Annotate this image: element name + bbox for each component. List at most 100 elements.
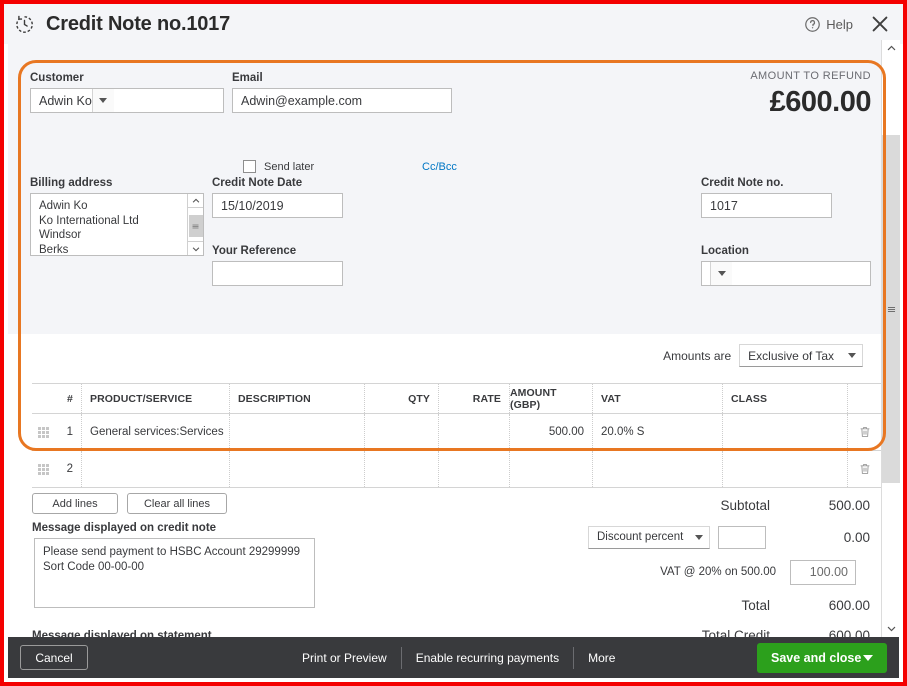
row-amount[interactable] [510, 451, 593, 487]
column-header-num: # [54, 384, 82, 413]
trash-icon[interactable] [848, 462, 882, 476]
discount-type-value: Discount percent [597, 531, 684, 543]
drag-handle-icon[interactable] [32, 426, 54, 438]
row-description[interactable] [230, 451, 365, 487]
chevron-down-icon[interactable] [91, 89, 114, 112]
billing-address-label: Billing address [30, 177, 113, 189]
total-row: Total 600.00 [564, 590, 876, 620]
scroll-down-button[interactable] [882, 620, 900, 637]
scroll-up-button[interactable] [882, 40, 900, 57]
column-header-amount: AMOUNT (GBP) [510, 384, 593, 413]
table-row[interactable]: 1 General services:Services 500.00 20.0%… [32, 414, 882, 451]
customer-input[interactable]: Adwin Ko [30, 88, 224, 113]
scrollbar-track[interactable] [882, 57, 900, 620]
email-input[interactable]: Adwin@example.com [232, 88, 452, 113]
row-amount[interactable]: 500.00 [510, 414, 593, 450]
line-items-table: # PRODUCT/SERVICE DESCRIPTION QTY RATE A… [32, 383, 882, 488]
line-actions: Add lines Clear all lines [32, 493, 227, 514]
scrollbar-thumb[interactable] [882, 135, 900, 483]
billing-address-scrollbar[interactable] [187, 194, 203, 255]
chevron-up-icon[interactable] [187, 194, 203, 208]
row-qty[interactable] [365, 414, 439, 450]
credit-note-date-input[interactable]: 15/10/2019 [212, 193, 343, 218]
billing-address-group: Billing address Adwin Ko Ko Internationa… [30, 177, 204, 256]
chevron-down-icon[interactable] [710, 262, 732, 285]
row-qty[interactable] [365, 451, 439, 487]
column-header-description: DESCRIPTION [230, 384, 365, 413]
footer-divider [573, 646, 575, 669]
add-lines-button[interactable]: Add lines [32, 493, 118, 514]
discount-value: 0.00 [843, 529, 870, 545]
credit-note-date-group: Credit Note Date 15/10/2019 [212, 177, 343, 218]
amounts-are-value: Exclusive of Tax [748, 348, 834, 363]
vat-row: VAT @ 20% on 500.00 100.00 [564, 554, 876, 590]
row-rate[interactable] [439, 414, 510, 450]
discount-input[interactable] [718, 525, 766, 549]
amounts-are-select[interactable]: Exclusive of Tax [739, 344, 863, 367]
customer-field-group: Customer Adwin Ko [30, 72, 224, 113]
total-value: 600.00 [828, 597, 870, 613]
question-circle-icon[interactable] [804, 16, 821, 33]
vat-label: VAT @ 20% on 500.00 [660, 566, 776, 578]
save-and-close-button[interactable]: Save and close [757, 642, 887, 673]
row-description[interactable] [230, 414, 365, 450]
credit-note-no-input[interactable]: 1017 [701, 193, 832, 218]
row-vat[interactable]: 20.0% S [593, 414, 723, 450]
table-header-row: # PRODUCT/SERVICE DESCRIPTION QTY RATE A… [32, 383, 882, 414]
subtotal-value: 500.00 [828, 497, 870, 513]
row-product[interactable]: General services:Services [82, 414, 230, 450]
customer-value: Adwin Ko [39, 93, 92, 108]
trash-icon[interactable] [848, 425, 882, 439]
billing-address-line: Adwin Ko [39, 200, 88, 212]
credit-note-date-label: Credit Note Date [212, 177, 303, 189]
main-vertical-scrollbar[interactable] [881, 40, 900, 637]
scrollbar-thumb[interactable] [188, 215, 203, 237]
row-class[interactable] [723, 451, 848, 487]
vat-input[interactable]: 100.00 [790, 559, 856, 585]
email-value: Adwin@example.com [241, 93, 363, 108]
row-class[interactable] [723, 414, 848, 450]
column-header-rate: RATE [439, 384, 510, 413]
message-credit-note-textarea[interactable]: Please send payment to HSBC Account 2929… [34, 538, 315, 608]
amount-to-refund-label: AMOUNT TO REFUND [750, 70, 871, 82]
customer-label: Customer [30, 72, 84, 84]
discount-type-select[interactable]: Discount percent [588, 525, 710, 549]
enable-recurring-payments-button[interactable]: Enable recurring payments [415, 650, 560, 665]
subtotal-row: Subtotal 500.00 [564, 490, 876, 520]
cc-bcc-link[interactable]: Cc/Bcc [422, 161, 457, 173]
billing-address-textarea[interactable]: Adwin Ko Ko International Ltd Windsor Be… [30, 193, 204, 256]
total-label: Total [741, 597, 770, 613]
location-select[interactable] [701, 261, 871, 286]
your-reference-label: Your Reference [212, 245, 297, 257]
your-reference-group: Your Reference [212, 245, 343, 286]
cancel-button[interactable]: Cancel [20, 645, 88, 670]
your-reference-input[interactable] [212, 261, 343, 286]
email-field-group: Email Adwin@example.com [232, 72, 452, 113]
chevron-down-icon[interactable] [187, 241, 203, 255]
close-x-icon[interactable] [869, 13, 891, 35]
credit-note-no-value: 1017 [710, 198, 738, 213]
row-vat[interactable] [593, 451, 723, 487]
clear-all-lines-button[interactable]: Clear all lines [127, 493, 227, 514]
send-later-row[interactable]: Send later [235, 160, 314, 173]
row-product[interactable] [82, 451, 230, 487]
totals-panel: Subtotal 500.00 Discount percent 0.00 VA… [564, 490, 876, 650]
modal-header: Credit Note no.1017 Help [4, 4, 903, 44]
amount-to-refund-group: AMOUNT TO REFUND £600.00 [750, 70, 871, 119]
billing-address-line: Windsor [39, 229, 82, 241]
print-or-preview-button[interactable]: Print or Preview [302, 650, 387, 665]
message-credit-note-label: Message displayed on credit note [32, 522, 217, 534]
column-header-vat: VAT [593, 384, 723, 413]
send-later-checkbox[interactable] [243, 160, 256, 173]
help-label[interactable]: Help [826, 16, 853, 32]
save-and-close-label: Save and close [771, 650, 862, 665]
credit-note-no-group: Credit Note no. 1017 [701, 177, 832, 218]
billing-address-line: Ko International Ltd [39, 214, 139, 227]
amount-to-refund-value: £600.00 [769, 86, 872, 118]
drag-handle-icon[interactable] [32, 463, 54, 475]
table-row[interactable]: 2 [32, 451, 882, 488]
row-rate[interactable] [439, 451, 510, 487]
more-button[interactable]: More [588, 650, 616, 665]
chevron-down-icon[interactable] [863, 654, 873, 661]
